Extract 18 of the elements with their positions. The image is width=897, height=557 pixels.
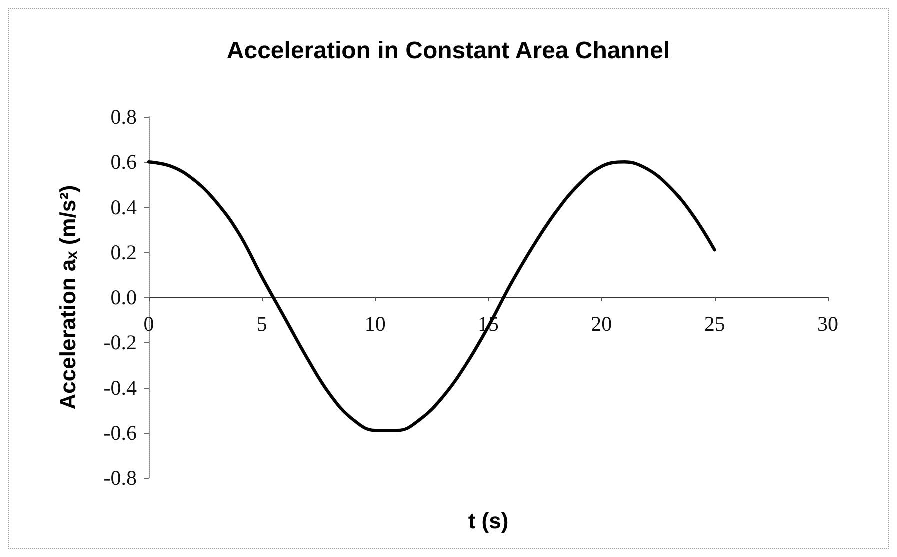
y-tick-label: 0.2 xyxy=(110,240,137,264)
y-tick-label: 0.0 xyxy=(110,286,137,310)
y-tick-label: 0.8 xyxy=(110,105,137,129)
x-axis-title: t (s) xyxy=(468,508,509,534)
x-tick-label: 5 xyxy=(256,312,268,336)
y-tick-label: -0.2 xyxy=(104,330,137,355)
x-tick-label: 25 xyxy=(704,312,726,336)
x-tick-label: 10 xyxy=(364,312,386,336)
y-tick-label: 0.4 xyxy=(110,195,138,220)
y-tick-label: -0.6 xyxy=(104,420,137,445)
y-tick-label: -0.4 xyxy=(104,376,138,400)
chart-title: Acceleration in Constant Area Channel xyxy=(226,38,670,64)
x-tick-label: 30 xyxy=(818,312,838,336)
x-tick-label: 20 xyxy=(591,312,612,336)
y-tick-label: 0.6 xyxy=(110,150,137,174)
y-axis-title: Acceleration aₓ (m/s²) xyxy=(56,185,80,410)
y-tick-label: -0.8 xyxy=(104,466,137,490)
x-tick-label: 0 xyxy=(144,312,154,336)
